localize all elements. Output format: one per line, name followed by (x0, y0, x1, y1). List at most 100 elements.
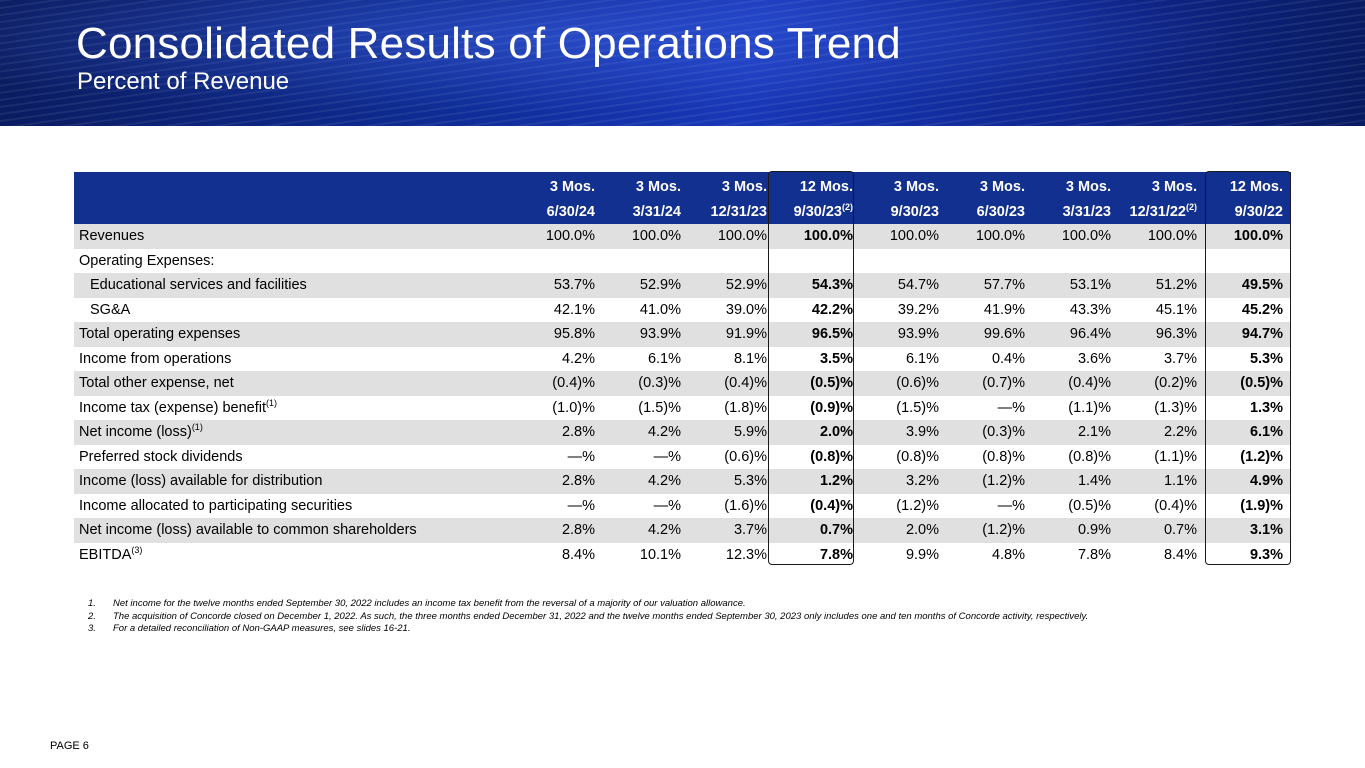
value-cell: 6.1% (1205, 420, 1291, 445)
header-row-period: 3 Mos. 3 Mos. 3 Mos. 12 Mos. 3 Mos. 3 Mo… (74, 172, 1291, 200)
col-period: 3 Mos. (603, 172, 689, 200)
value-cell (1205, 249, 1291, 274)
value-cell: —% (997, 399, 1025, 416)
value-cell: 3.7% (689, 518, 775, 543)
value-cell: 1.2% (775, 469, 861, 494)
value-cell: 1.1% (1119, 469, 1205, 494)
value-cell: 100.0% (1205, 224, 1291, 249)
row-label: SG&A (90, 301, 131, 318)
row-label: Total other expense, net (74, 371, 517, 396)
value-cell (1119, 249, 1205, 274)
value-cell: 100.0% (689, 224, 775, 249)
value-cell: (0.4)% (1154, 497, 1197, 514)
table-row: SG&A 42.1% 41.0% 39.0% 42.2% 39.2% 41.9% 43.3% 4… (74, 298, 1291, 323)
col-date: 9/30/23 (861, 200, 947, 224)
value-cell: 51.2% (1119, 273, 1205, 298)
value-cell: (1.6)% (724, 497, 767, 514)
value-cell: —% (997, 497, 1025, 514)
col-date: 12/31/23 (689, 200, 775, 224)
value-cell: (0.8)% (982, 448, 1025, 465)
value-cell: 9.3% (1249, 546, 1283, 563)
value-cell: 4.8% (991, 546, 1025, 563)
value-cell (775, 249, 861, 274)
value-cell: 91.9% (689, 322, 775, 347)
value-cell: (0.3)% (947, 420, 1033, 445)
value-cell: 8.1% (733, 350, 767, 367)
value-cell: (1.8)% (724, 399, 767, 416)
value-cell: (0.7)% (947, 371, 1033, 396)
table-row: Income (loss) available for distribution… (74, 469, 1291, 494)
value-cell: 100.0% (603, 224, 689, 249)
col-period: 3 Mos. (517, 172, 603, 200)
value-cell: 45.1% (1155, 301, 1197, 318)
value-cell: 42.2% (811, 301, 853, 318)
row-label: Net income (loss)(1) (74, 420, 517, 445)
value-cell: 4.2% (603, 420, 689, 445)
value-cell: (0.8)% (810, 448, 853, 465)
table-row: Income from operations 4.2% 6.1% 8.1% 3.5% 6.… (74, 347, 1291, 372)
value-cell: 100.0% (775, 224, 861, 249)
value-cell: 41.0% (639, 301, 681, 318)
row-label: Net income (loss) available to common sh… (74, 518, 517, 543)
value-cell: 100.0% (1033, 224, 1119, 249)
value-cell: (0.5)% (1205, 371, 1291, 396)
value-cell: 8.4% (1163, 546, 1197, 563)
value-cell: 4.2% (603, 469, 689, 494)
page-subtitle: Percent of Revenue (77, 68, 290, 95)
row-label: Revenues (74, 224, 517, 249)
value-cell: (0.4)% (810, 497, 853, 514)
value-cell: (0.4)% (517, 371, 603, 396)
value-cell: 45.2% (1241, 301, 1283, 318)
value-cell: —% (653, 448, 681, 465)
value-cell: 39.2% (897, 301, 939, 318)
value-cell: 52.9% (689, 273, 775, 298)
value-cell: 93.9% (603, 322, 689, 347)
col-period: 12 Mos. (775, 172, 861, 200)
value-cell: —% (567, 497, 595, 514)
value-cell: (0.5)% (775, 371, 861, 396)
value-cell: (0.5)% (1068, 497, 1111, 514)
value-cell: 99.6% (947, 322, 1033, 347)
table-row: Income tax (expense) benefit(1) (1.0)% (1.… (74, 396, 1291, 421)
value-cell: 57.7% (947, 273, 1033, 298)
value-cell: 54.7% (861, 273, 947, 298)
value-cell: 1.3% (1249, 399, 1283, 416)
col-date: 6/30/24 (517, 200, 603, 224)
col-date: 12/31/22(2) (1119, 200, 1205, 224)
row-label: Operating Expenses: (79, 252, 215, 269)
value-cell: 5.3% (1249, 350, 1283, 367)
page-title: Consolidated Results of Operations Trend (76, 19, 901, 68)
value-cell: (0.2)% (1119, 371, 1205, 396)
value-cell: 4.2% (561, 350, 595, 367)
table-row: Net income (loss)(1) 2.8% 4.2% 5.9% 2.0% 3.9%… (74, 420, 1291, 445)
col-period: 3 Mos. (861, 172, 947, 200)
col-date: 3/31/23 (1033, 200, 1119, 224)
col-period: 12 Mos. (1205, 172, 1291, 200)
col-date: 3/31/24 (603, 200, 689, 224)
value-cell: (1.2)% (1240, 448, 1283, 465)
value-cell: 3.7% (1163, 350, 1197, 367)
value-cell: 9.9% (905, 546, 939, 563)
value-cell: 96.4% (1033, 322, 1119, 347)
header-banner (0, 0, 1365, 126)
value-cell: 5.9% (689, 420, 775, 445)
header-row-date: 6/30/24 3/31/24 12/31/23 9/30/23(2) 9/30… (74, 200, 1291, 224)
value-cell: 43.3% (1069, 301, 1111, 318)
value-cell: 93.9% (861, 322, 947, 347)
table-row: Preferred stock dividends —% —% (0.6)% (0.8)… (74, 445, 1291, 470)
value-cell: 5.3% (689, 469, 775, 494)
value-cell: 10.1% (639, 546, 681, 563)
col-date: 9/30/23(2) (775, 200, 861, 224)
table-row: Revenues 100.0% 100.0% 100.0% 100.0% 100.0% 10… (74, 224, 1291, 249)
value-cell: 96.3% (1119, 322, 1205, 347)
row-label: Income from operations (79, 350, 232, 367)
value-cell: 100.0% (947, 224, 1033, 249)
value-cell: (0.6)% (724, 448, 767, 465)
value-cell: 12.3% (725, 546, 767, 563)
value-cell: (0.8)% (896, 448, 939, 465)
footnote: 3. For a detailed reconciliation of Non-G… (88, 623, 411, 634)
table-row: Operating Expenses: (74, 249, 1291, 274)
value-cell: (1.5)% (896, 399, 939, 416)
value-cell: 0.4% (991, 350, 1025, 367)
value-cell: 2.8% (517, 469, 603, 494)
